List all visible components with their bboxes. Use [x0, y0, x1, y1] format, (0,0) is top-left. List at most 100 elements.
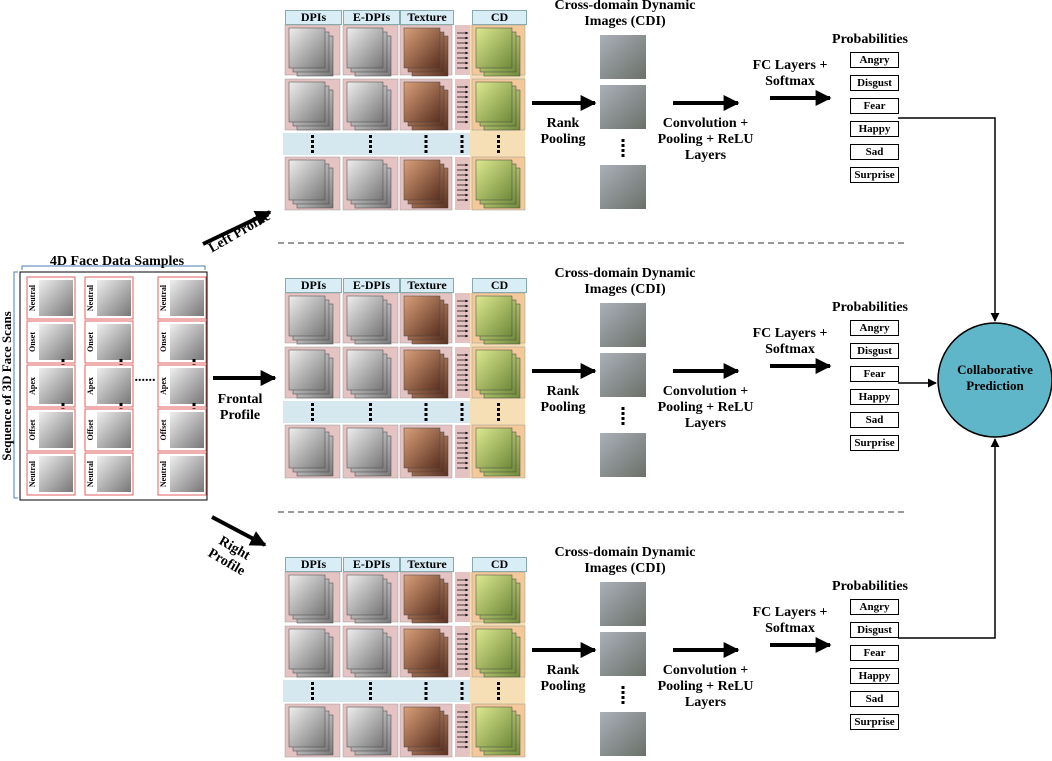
dots: [120, 359, 123, 362]
dots: [425, 150, 428, 153]
dots: [62, 403, 65, 406]
column-header: CD: [472, 278, 527, 293]
dots: [193, 403, 196, 406]
connector: [898, 118, 995, 321]
phase-label: Onset: [28, 332, 37, 352]
face-image: [347, 82, 383, 122]
ellipsis: ......: [130, 370, 160, 386]
dots: [622, 139, 625, 142]
class-box: Fear: [850, 366, 899, 382]
dots: [369, 692, 372, 695]
arrow-strip: [455, 25, 470, 75]
dots: [311, 418, 314, 421]
dots: [311, 413, 314, 416]
dots: [369, 140, 372, 143]
dots: [311, 140, 314, 143]
dots: [425, 682, 428, 685]
dots: [311, 687, 314, 690]
dots: [622, 686, 625, 689]
dots: [497, 413, 500, 416]
fc-layers: FC Layers + Softmax: [745, 58, 835, 90]
profile-label: Frontal Profile: [205, 392, 275, 424]
class-box: Surprise: [850, 714, 899, 730]
cdi-image: [600, 632, 646, 676]
face-image: [347, 707, 383, 747]
face-image: [404, 707, 440, 747]
dots: [461, 687, 464, 690]
conv-layers: Convolution + Pooling + ReLU Layers: [648, 663, 763, 711]
dots: [369, 418, 372, 421]
dots: [461, 692, 464, 695]
dots: [425, 418, 428, 421]
dots: [622, 154, 625, 157]
phase-label: Neutral: [159, 284, 168, 311]
face-image: [404, 28, 440, 68]
phase-label: Apex: [28, 377, 37, 395]
phase-label: Apex: [159, 377, 168, 395]
cdi-image: [600, 35, 646, 79]
dots: [369, 408, 372, 411]
dots: [369, 697, 372, 700]
scan-image: [39, 324, 73, 360]
scan-image: [97, 368, 131, 404]
conv-layers: Convolution + Pooling + ReLU Layers: [648, 116, 763, 164]
cdi-title: Cross-domain Dynamic Images (CDI): [540, 266, 710, 298]
dots: [497, 692, 500, 695]
dots: [461, 140, 464, 143]
dots: [497, 145, 500, 148]
cdi-image: [600, 712, 646, 756]
dots: [622, 144, 625, 147]
dots: [622, 149, 625, 152]
column-header: Texture: [400, 557, 454, 572]
class-box: Sad: [850, 144, 899, 160]
dots: [622, 412, 625, 415]
cdi-image: [600, 165, 646, 209]
bracket: [14, 272, 18, 498]
phase-label: Neutral: [28, 284, 37, 311]
class-box: Disgust: [850, 75, 899, 91]
dots: [497, 403, 500, 406]
column-header: E-DPIs: [343, 278, 400, 293]
dots: [497, 687, 500, 690]
face-image: [347, 160, 383, 200]
face-image: [404, 82, 440, 122]
dots: [461, 413, 464, 416]
dots: [497, 135, 500, 138]
connector: [898, 439, 995, 638]
scan-image: [170, 280, 204, 316]
face-image: [476, 160, 512, 200]
face-image: [476, 629, 512, 669]
column-header: DPIs: [285, 10, 342, 25]
dots: [622, 691, 625, 694]
face-image: [289, 350, 325, 390]
face-image: [347, 296, 383, 336]
face-image: [476, 707, 512, 747]
dots: [369, 682, 372, 685]
arrow-strip: [455, 293, 470, 343]
class-box: Disgust: [850, 343, 899, 359]
face-image: [289, 629, 325, 669]
cdi-image: [600, 85, 646, 129]
dots: [369, 145, 372, 148]
scan-image: [97, 324, 131, 360]
face-image: [289, 28, 325, 68]
phase-label: Offset: [86, 419, 95, 440]
dots: [622, 417, 625, 420]
dots: [622, 422, 625, 425]
fusion-label: Collaborative Prediction: [945, 362, 1045, 394]
phase-label: Neutral: [28, 460, 37, 487]
scan-image: [97, 280, 131, 316]
class-box: Angry: [850, 320, 899, 336]
dots: [497, 697, 500, 700]
face-image: [289, 82, 325, 122]
column-header: CD: [472, 557, 527, 572]
dots: [622, 407, 625, 410]
face-image: [289, 160, 325, 200]
rank-pooling: Rank Pooling: [533, 663, 593, 695]
face-image: [347, 28, 383, 68]
dots: [497, 408, 500, 411]
probabilities-title: Probabilities: [820, 300, 920, 316]
scan-image: [39, 412, 73, 448]
column-header: Texture: [400, 278, 454, 293]
dots: [369, 150, 372, 153]
